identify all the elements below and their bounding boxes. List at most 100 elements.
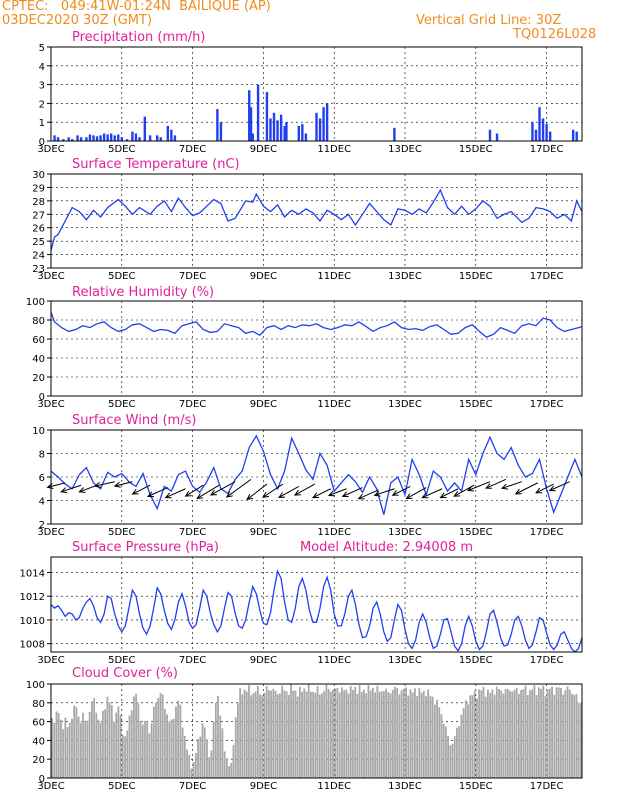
precip-bar	[125, 139, 129, 141]
precip-bar	[575, 131, 578, 141]
wind-arrow	[406, 487, 427, 500]
cloud-bar	[51, 718, 53, 778]
grid-line-header: Vertical Grid Line: 30Z	[416, 13, 562, 28]
precip-bar	[56, 137, 60, 141]
x-tick-label: 5DEC	[108, 527, 135, 538]
precip-bar	[322, 107, 325, 141]
cloud-bar	[285, 691, 288, 778]
cloud-bar	[398, 694, 401, 778]
cloud-bar	[343, 690, 346, 778]
wind-arrow	[165, 488, 186, 499]
series-line	[51, 569, 582, 652]
cloud-bar	[349, 686, 352, 778]
cloud-bar	[190, 768, 193, 778]
panel-frame	[50, 683, 583, 779]
precip-bar	[92, 135, 95, 141]
cloud-bar	[217, 695, 219, 778]
cloud-bar	[354, 686, 357, 778]
y-tick-label: 20	[32, 755, 45, 766]
wind-arrow	[278, 485, 300, 498]
cloud-bar	[453, 736, 456, 778]
cloud-bar	[126, 730, 129, 778]
precip-bar	[297, 125, 300, 141]
y-tick-label: 40	[32, 736, 45, 747]
precip-bar	[62, 139, 65, 141]
cloud-bar	[279, 693, 281, 778]
x-tick-label: 3DEC	[37, 144, 64, 155]
cloud-bar	[414, 688, 416, 778]
cloud-bar	[385, 688, 388, 778]
precip-bar	[538, 107, 541, 141]
y-tick-label: 1014	[20, 568, 45, 579]
panel-frame	[50, 300, 583, 397]
precip-bar	[156, 135, 159, 141]
series-line	[51, 188, 582, 251]
cloud-bar	[307, 684, 310, 778]
x-tick-label: 7DEC	[179, 271, 206, 282]
wind-arrow	[294, 483, 315, 496]
cloud-bar	[431, 696, 434, 778]
cloud-bar	[484, 696, 487, 778]
wind-arrow-head	[60, 487, 68, 494]
cloud-bar	[504, 688, 507, 778]
wind-arrow	[549, 481, 570, 491]
y-tick-label: 1008	[20, 640, 45, 651]
cloud-bar	[265, 686, 268, 778]
cloud-bar	[566, 686, 569, 778]
cloud-bar	[367, 685, 370, 778]
cloud-bar	[433, 704, 436, 778]
wind-arrow	[114, 481, 133, 487]
precip-bar	[531, 122, 534, 141]
cloud-bar	[270, 690, 272, 778]
cloud-bar	[529, 690, 531, 778]
wind-arrow	[467, 481, 491, 491]
panel-frame	[50, 173, 583, 269]
y-tick-label: 1010	[20, 616, 45, 627]
cloud-bar	[449, 745, 452, 778]
cloud-bar	[290, 684, 292, 778]
precip-bar	[315, 112, 318, 141]
cloud-bar	[292, 690, 295, 778]
precip-bar	[272, 112, 276, 141]
cloud-bar	[520, 689, 523, 778]
y-tick-label: 10	[32, 426, 45, 437]
wind-arrow-head	[514, 488, 522, 495]
wind-arrow	[535, 483, 554, 494]
precip-bar	[265, 92, 269, 141]
x-tick-label: 11DEC	[317, 781, 351, 792]
cloud-bar	[77, 716, 80, 778]
cloud-bar	[296, 696, 299, 778]
cloud-bar	[106, 696, 109, 778]
cloud-bar	[141, 724, 144, 778]
cloud-bar	[540, 689, 542, 778]
y-tick-label: 8	[39, 450, 45, 461]
x-tick-label: 7DEC	[179, 144, 206, 155]
y-tick-label: 100	[26, 297, 45, 308]
precip-bar	[117, 134, 120, 141]
precip-bar	[53, 135, 56, 141]
cloud-bar	[338, 692, 341, 778]
wind-arrow-head	[405, 493, 413, 500]
cloud-bar	[212, 721, 215, 778]
precip-bar	[251, 133, 254, 141]
cloud-bar	[316, 686, 319, 778]
precip-bar	[318, 118, 322, 141]
cloud-bar	[318, 694, 321, 778]
cloud-bar	[159, 692, 162, 778]
cloud-bar	[425, 696, 427, 778]
cloud-bar	[407, 695, 410, 778]
cloud-bar	[310, 691, 312, 778]
precip-bar	[134, 133, 138, 141]
cloud-bar	[378, 691, 381, 778]
cloud-bar	[506, 689, 509, 778]
cloud-bar	[369, 690, 372, 778]
cloud-bar	[166, 714, 169, 778]
x-tick-label: 13DEC	[388, 781, 422, 792]
precip-bar	[325, 103, 329, 141]
cloud-bar	[537, 687, 540, 778]
cloud-bar	[294, 690, 297, 778]
y-tick-label: 4	[39, 497, 45, 508]
cloud-bar	[177, 700, 180, 778]
cloud-bar	[152, 706, 155, 778]
x-tick-label: 3DEC	[37, 527, 64, 538]
